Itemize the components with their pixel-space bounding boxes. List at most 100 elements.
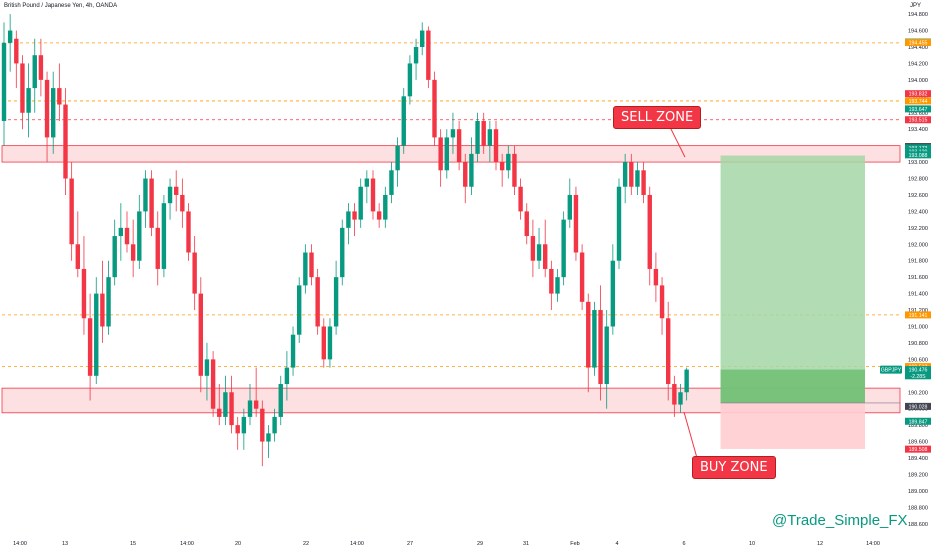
- candle-body: [297, 285, 302, 335]
- y-tick-label: 190.200: [908, 390, 928, 396]
- candle-body: [469, 153, 474, 187]
- symbol-tag-text: GBPJPY: [881, 368, 902, 374]
- candle-body: [198, 293, 203, 376]
- candle-body: [438, 137, 443, 171]
- x-tick-label: 15: [130, 541, 136, 547]
- candle-body: [260, 408, 265, 442]
- candle-body: [161, 203, 167, 269]
- x-tick-label: 13: [62, 541, 68, 547]
- y-tick-label: 188.600: [908, 522, 928, 528]
- price-label-box: [905, 90, 931, 98]
- candle-body: [481, 120, 486, 146]
- candle-body: [530, 236, 536, 261]
- candle-body: [69, 178, 74, 245]
- x-tick-label: 12: [817, 541, 823, 547]
- candle-body: [518, 186, 523, 212]
- x-tick-label: 29: [477, 541, 483, 547]
- candle-body: [420, 30, 425, 47]
- candle-body: [604, 326, 609, 385]
- candle-body: [87, 318, 93, 376]
- watermark: @Trade_Simple_FX: [772, 512, 908, 529]
- candle-body: [155, 227, 160, 269]
- x-tick-label: 4: [615, 541, 618, 547]
- candle-body: [51, 88, 56, 138]
- candle-body: [622, 162, 628, 187]
- candle-body: [487, 129, 493, 146]
- candle-body: [401, 96, 406, 146]
- candle-body: [180, 194, 185, 212]
- price-label-box: [905, 38, 931, 46]
- candle-body: [315, 277, 320, 327]
- price-label-text: 193.832: [909, 92, 928, 98]
- candle-body: [204, 359, 210, 376]
- candle-body: [364, 178, 370, 187]
- candle-body: [659, 285, 665, 319]
- candle-body: [463, 162, 468, 187]
- price-label-text: 189.508: [909, 447, 928, 453]
- sell-zone-pointer: [669, 126, 686, 158]
- price-label-text: 193.647: [909, 107, 928, 113]
- candle-body: [137, 211, 142, 261]
- candle-body: [592, 310, 597, 368]
- sell-zone-label: SELL ZONE: [613, 106, 702, 129]
- candle-body: [81, 268, 87, 319]
- candle-body: [586, 301, 591, 368]
- candle-body: [272, 416, 277, 434]
- candle-body: [407, 63, 413, 97]
- candle-body: [167, 186, 173, 204]
- candle-body: [561, 219, 566, 278]
- candle-body: [290, 334, 296, 368]
- candle-body: [493, 129, 499, 163]
- buy-zone-label: BUY ZONE: [692, 456, 776, 479]
- price-label-box: [905, 402, 931, 410]
- y-tick-label: 191.200: [908, 308, 928, 314]
- y-tick-label: 194.200: [908, 61, 928, 67]
- candle-body: [499, 162, 505, 171]
- candle-body: [555, 277, 560, 294]
- candle-body: [327, 326, 333, 360]
- candle-body: [278, 384, 283, 417]
- x-tick-label: Feb: [570, 541, 579, 547]
- candle-body: [149, 178, 154, 228]
- price-label-text: 194.455: [909, 40, 928, 46]
- price-label-text: 193.088: [909, 153, 928, 159]
- candle-body: [266, 433, 271, 442]
- candle-body: [629, 162, 634, 187]
- candle-body: [284, 367, 290, 385]
- buy-zone-pointer: [683, 411, 698, 459]
- price-label-text: 191.141: [909, 313, 928, 319]
- candle-body: [475, 120, 480, 154]
- price-label-box: [905, 366, 931, 374]
- candle-body: [543, 244, 548, 269]
- candle-body: [666, 318, 671, 385]
- candle-body: [217, 408, 222, 417]
- candle-body: [333, 277, 339, 327]
- y-tick-label: 189.800: [908, 423, 928, 429]
- candle-body: [524, 211, 529, 237]
- y-tick-label: 191.400: [908, 292, 928, 298]
- position-target-area: [720, 155, 865, 403]
- y-tick-label: 190.600: [908, 357, 928, 363]
- candle-body: [616, 186, 622, 261]
- x-tick-label: 14:00: [180, 541, 194, 547]
- price-label-box: [905, 151, 931, 159]
- x-tick-label: 27: [407, 541, 413, 547]
- price-label-text: 190.476: [909, 368, 928, 374]
- candle-body: [75, 244, 80, 269]
- candle-body: [38, 55, 44, 80]
- chart-title: British Pound / Japanese Yen, 4h, OANDA: [4, 3, 118, 9]
- price-label-box: [905, 105, 931, 113]
- candle-body: [223, 392, 228, 417]
- candle-body: [383, 194, 388, 220]
- y-tick-label: 188.800: [908, 505, 928, 511]
- candle-body: [118, 227, 124, 237]
- price-label-box: [905, 97, 931, 105]
- candle-body: [635, 170, 640, 187]
- candle-body: [549, 268, 554, 294]
- candle-body: [678, 392, 683, 405]
- price-label-box: [905, 372, 931, 380]
- candle-body: [456, 129, 462, 163]
- price-label-box: [905, 445, 931, 453]
- candle-body: [352, 211, 357, 220]
